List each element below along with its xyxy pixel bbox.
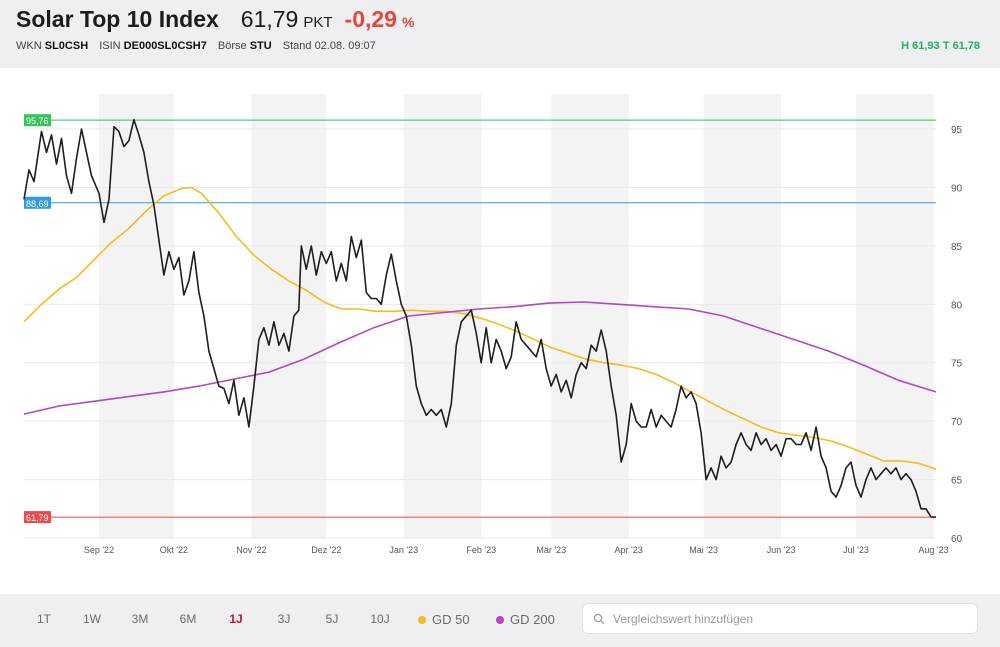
y-tick-label: 75: [951, 359, 963, 370]
title-row: Solar Top 10 Index 61,79 PKT -0,29 %: [16, 6, 414, 33]
y-tick-label: 70: [951, 417, 963, 428]
series-line-gd200: [23, 301, 937, 415]
exchange-label: Börse: [217, 40, 247, 52]
gd200-dot-icon: [496, 615, 504, 624]
month-band: [703, 94, 782, 538]
x-tick-label: Feb '23: [466, 545, 496, 555]
x-tick-label: Jul '23: [843, 545, 869, 555]
x-tick-label: Aug '23: [918, 545, 948, 555]
month-band: [251, 94, 327, 538]
reference-badge: [24, 511, 51, 524]
isin-value: DE000SL0CSH7: [123, 40, 207, 52]
y-tick-label: 65: [951, 476, 963, 487]
month-band: [856, 94, 934, 538]
x-tick-label: Okt '22: [160, 545, 188, 555]
wkn-label: WKN: [16, 40, 42, 52]
header: Solar Top 10 Index 61,79 PKT -0,29 % WKN…: [0, 0, 1000, 68]
x-tick-label: Mär '23: [536, 545, 566, 555]
range-6m[interactable]: 6M: [179, 612, 197, 626]
range-3j[interactable]: 3J: [277, 612, 291, 626]
gd200-label: GD 200: [510, 612, 555, 627]
range-3m[interactable]: 3M: [131, 612, 149, 626]
gd50-dot-icon: [418, 615, 426, 624]
timestamp: Stand 02.08. 09:07: [282, 40, 376, 52]
reference-label: 61,79: [26, 513, 49, 523]
current-price: 61,79: [240, 6, 299, 32]
isin-label: ISIN: [99, 40, 121, 52]
x-tick-label: Nov '22: [236, 545, 266, 555]
x-tick-label: Sep '22: [84, 545, 114, 555]
compare-search-input[interactable]: [611, 610, 955, 627]
x-tick-label: Jan '23: [389, 545, 418, 555]
price-change: -0,29: [344, 6, 397, 32]
x-tick-label: Jun '23: [767, 545, 796, 555]
meta-row: WKN SL0CSH ISIN DE000SL0CSH7 Börse STU S…: [16, 40, 376, 52]
x-tick-label: Mai '23: [689, 545, 718, 555]
month-band: [551, 94, 629, 538]
series-line-price: [23, 118, 937, 518]
price-change-unit: %: [401, 14, 415, 30]
gd50-toggle[interactable]: GD 50: [418, 612, 470, 627]
range-1t[interactable]: 1T: [36, 612, 51, 626]
range-selector: 1T 1W 3M 6M 1J 3J 5J 10J: [20, 612, 404, 626]
range-10j[interactable]: 10J: [370, 612, 390, 626]
y-tick-label: 95: [951, 125, 963, 136]
reference-badge: [24, 114, 51, 127]
price-chart[interactable]: 60 65 70 75 80 85 90 95 Sep '22 Okt '22 Nov '22 Dez…: [0, 68, 1000, 593]
index-title: Solar Top 10 Index: [16, 6, 219, 32]
range-1j[interactable]: 1J: [229, 612, 243, 626]
x-tick-label: Dez '22: [311, 545, 341, 555]
reference-label: 95,76: [26, 116, 49, 126]
gd200-toggle[interactable]: GD 200: [496, 612, 555, 627]
month-band: [98, 94, 174, 538]
chart-area[interactable]: 60 65 70 75 80 85 90 95 Sep '22 Okt '22 Nov '22 Dez…: [0, 68, 1000, 593]
reference-label: 88,69: [26, 199, 49, 209]
footer-toolbar: 1T 1W 3M 6M 1J 3J 5J 10J GD 50 GD 200: [0, 594, 1000, 647]
exchange-value: STU: [249, 40, 272, 52]
y-tick-label: 60: [951, 534, 963, 545]
compare-search[interactable]: [582, 603, 978, 634]
reference-badge: [24, 196, 51, 209]
high-low: H 61,93 T 61,78: [901, 40, 980, 52]
y-tick-label: 80: [951, 300, 963, 311]
wkn-value: SL0CSH: [44, 40, 89, 52]
search-icon: [593, 613, 605, 624]
price-unit: PKT: [303, 14, 333, 31]
range-1w[interactable]: 1W: [83, 612, 101, 626]
y-tick-label: 85: [951, 242, 963, 253]
gd50-label: GD 50: [432, 612, 470, 627]
range-5j[interactable]: 5J: [325, 612, 339, 626]
x-tick-label: Apr '23: [615, 545, 643, 555]
y-tick-label: 90: [951, 183, 963, 194]
